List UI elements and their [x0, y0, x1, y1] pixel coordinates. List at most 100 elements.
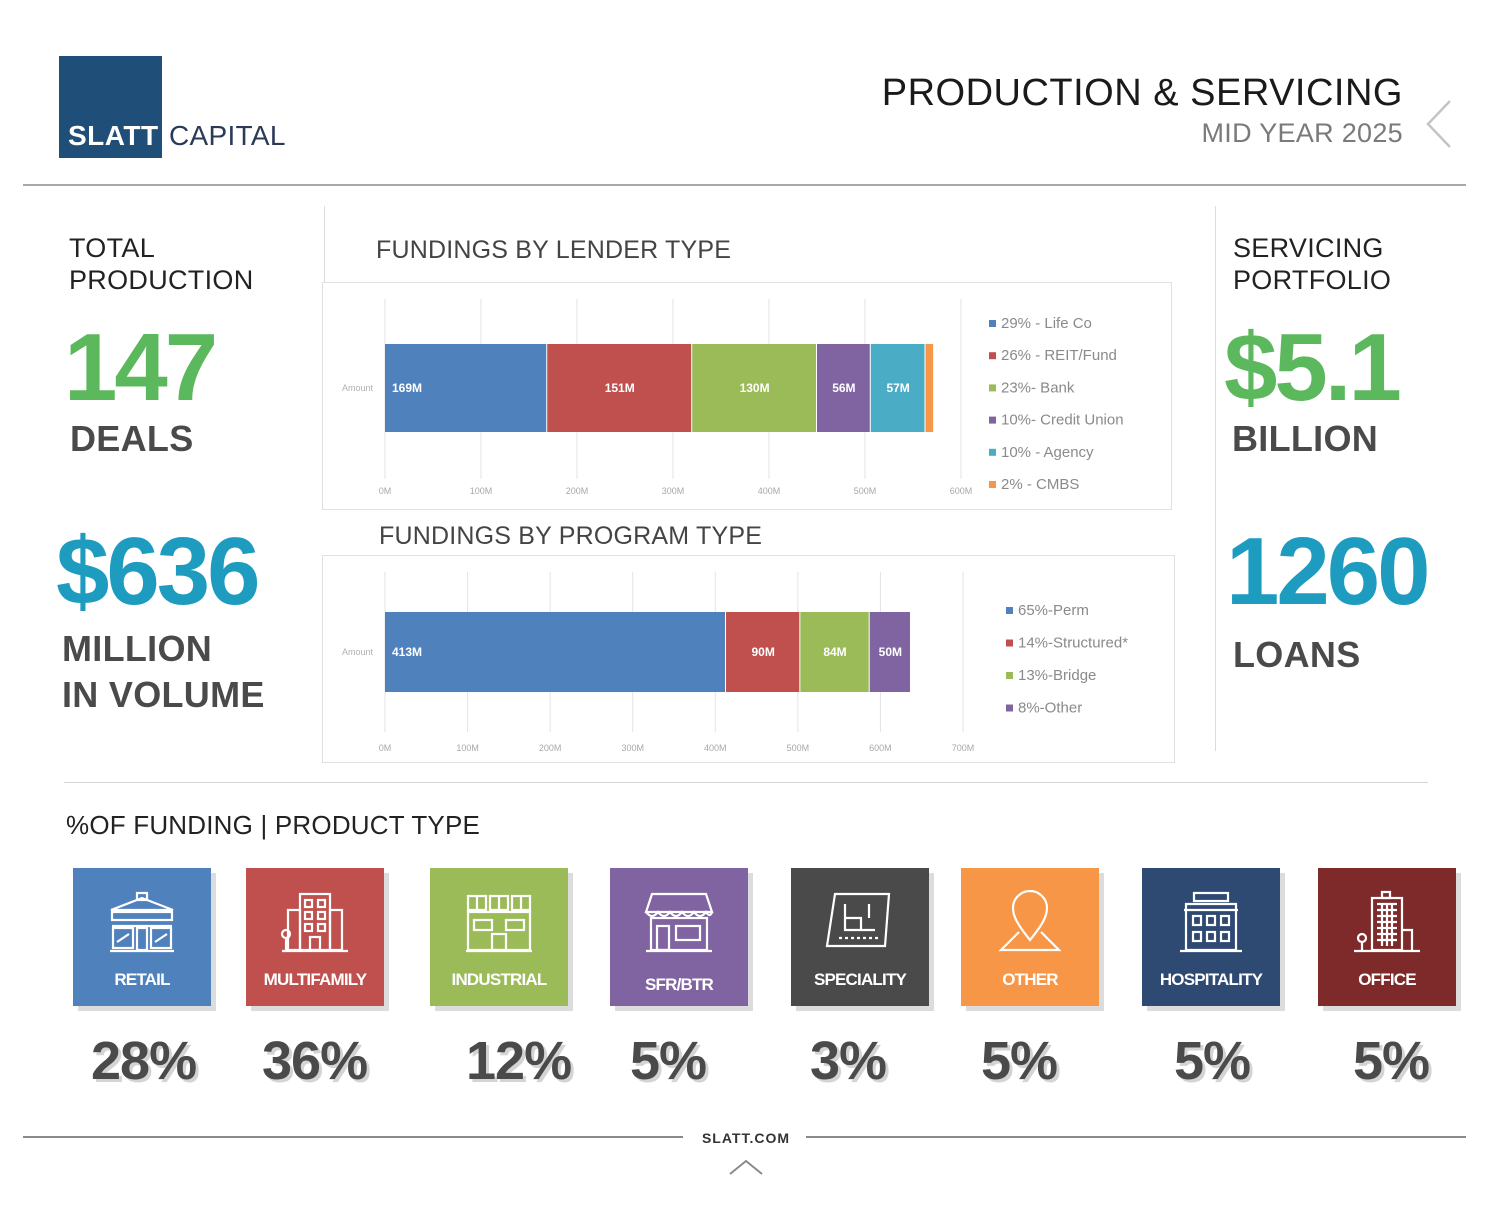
- program-tick-label: 0M: [379, 743, 392, 753]
- lender-legend-label: 23%- Bank: [1001, 379, 1075, 396]
- lender-legend-swatch: [989, 448, 996, 456]
- chevron-up-icon[interactable]: [727, 1157, 765, 1177]
- volume-unit-line1: MILLION: [62, 628, 213, 669]
- program-data-label: 50M: [879, 645, 902, 659]
- lender-legend-label: 26% - REIT/Fund: [1001, 347, 1117, 364]
- program-data-label: 84M: [823, 645, 846, 659]
- program-data-label: 90M: [752, 645, 775, 659]
- footer-url-link[interactable]: SLATT.COM: [701, 1130, 791, 1146]
- shop-awning-icon: [644, 892, 714, 953]
- lender-data-label: 169M: [392, 381, 422, 395]
- total-production-label-line1: TOTAL: [69, 233, 156, 263]
- storefront-icon: [110, 891, 174, 953]
- lender-tick-label: 100M: [470, 486, 493, 496]
- program-bar-segment: [726, 612, 800, 692]
- footer-rule-left: [23, 1136, 683, 1138]
- lender-tick-label: 0M: [379, 486, 392, 496]
- lender-tick-label: 500M: [854, 486, 877, 496]
- lender-tick-label: 600M: [950, 486, 973, 496]
- program-bar-segment: [385, 612, 726, 692]
- lender-legend-label: 10%- Credit Union: [1001, 412, 1124, 429]
- lender-legend-label: 2% - CMBS: [1001, 476, 1079, 493]
- tile-label-retail: RETAIL: [114, 970, 170, 989]
- tile-label-hospitality: HOSPITALITY: [1159, 970, 1263, 989]
- header-divider: [23, 184, 1466, 186]
- logo-box: [59, 56, 162, 158]
- page-title: PRODUCTION & SERVICING: [881, 72, 1403, 114]
- percent-other: 5%: [981, 1031, 1058, 1091]
- program-category-label: Amount: [342, 647, 374, 657]
- chart-title-program: FUNDINGS BY PROGRAM TYPE: [379, 522, 763, 550]
- percent-speciality: 3%: [810, 1031, 887, 1091]
- volume-unit-line2: IN VOLUME: [62, 674, 265, 715]
- program-legend-label: 13%-Bridge: [1018, 667, 1096, 684]
- program-legend-swatch: [1006, 672, 1013, 679]
- map-pin-icon: [998, 890, 1062, 952]
- lender-legend-label: 10% - Agency: [1001, 444, 1094, 461]
- loans-count: 1260: [1226, 518, 1431, 625]
- chart-frame-program: 0M 100M 200M 300M 400M 500M 600M 700M Amount 413M…: [322, 555, 1175, 763]
- office-tower-icon: [1354, 890, 1420, 953]
- warehouse-icon: [466, 894, 532, 953]
- lender-tick-label: 400M: [758, 486, 781, 496]
- lender-category-label: Amount: [342, 383, 374, 393]
- lender-legend-label: 29% - Life Co: [1001, 315, 1092, 332]
- lender-legend-swatch: [989, 384, 996, 392]
- tile-label-speciality: SPECIALITY: [813, 970, 907, 989]
- lender-tick-label: 200M: [566, 486, 589, 496]
- chart-title-lender: FUNDINGS BY LENDER TYPE: [376, 236, 732, 264]
- lender-bar-segment: [385, 344, 547, 432]
- program-legend-label: 14%-Structured*: [1018, 635, 1128, 652]
- tile-industrial: INDUSTRIAL: [430, 868, 568, 1006]
- right-column-divider: [1215, 206, 1216, 751]
- program-tick-label: 200M: [539, 743, 562, 753]
- percent-retail: 28%: [91, 1031, 197, 1091]
- lender-tick-label: 300M: [662, 486, 685, 496]
- program-tick-label: 100M: [456, 743, 479, 753]
- lender-bar-segment: [817, 344, 870, 432]
- lender-bar-segment: [692, 344, 816, 432]
- program-data-label: 413M: [392, 645, 422, 659]
- lender-data-label: 130M: [740, 381, 770, 395]
- loans-unit: LOANS: [1233, 634, 1361, 675]
- program-legend-label: 8%-Other: [1018, 700, 1082, 717]
- lender-bar-segment: [547, 344, 692, 432]
- tile-label-industrial: INDUSTRIAL: [451, 970, 548, 989]
- chart-frame-lender: 0M 100M 200M 300M 400M 500M 600M Amount 169M 151M…: [322, 282, 1172, 510]
- total-production-label-line2: PRODUCTION: [69, 265, 254, 295]
- lender-data-label: 151M: [605, 381, 635, 395]
- footer-rule-right: [806, 1136, 1466, 1138]
- lender-bar-segment: [870, 344, 925, 432]
- chevron-left-icon[interactable]: [1424, 98, 1454, 150]
- program-legend-swatch: [1006, 607, 1013, 614]
- lender-data-label: 56M: [832, 381, 855, 395]
- lender-bar-segment: [925, 344, 934, 432]
- deals-count: 147: [64, 314, 218, 421]
- servicing-label-line2: PORTFOLIO: [1233, 265, 1392, 295]
- logo-text-slatt: SLATT: [68, 120, 159, 151]
- deals-unit: DEALS: [70, 418, 194, 459]
- percent-office: 5%: [1353, 1031, 1430, 1091]
- tile-multifamily: MULTIFAMILY: [246, 868, 384, 1006]
- percent-industrial: 12%: [466, 1031, 572, 1091]
- program-tick-label: 600M: [869, 743, 892, 753]
- percent-hospitality: 5%: [1174, 1031, 1251, 1091]
- lender-legend-swatch: [989, 352, 996, 360]
- program-tick-label: 500M: [787, 743, 810, 753]
- page-subtitle: MID YEAR 2025: [1201, 118, 1403, 148]
- tile-other: OTHER: [961, 868, 1099, 1006]
- tile-label-sfr-btr: SFR/BTR: [644, 975, 714, 994]
- program-type-chart: 0M 100M 200M 300M 400M 500M 600M 700M Amount 413M…: [342, 572, 1128, 753]
- lender-type-chart: 0M 100M 200M 300M 400M 500M 600M Amount 169M 151M…: [342, 299, 1124, 496]
- hotel-icon: [1180, 891, 1242, 953]
- servicing-label: SERVICING PORTFOLIO: [1233, 232, 1391, 296]
- percent-sfr-btr: 5%: [630, 1031, 707, 1091]
- lender-data-label: 57M: [886, 381, 909, 395]
- tile-label-multifamily: MULTIFAMILY: [263, 970, 367, 989]
- total-production-label: TOTAL PRODUCTION: [69, 232, 254, 296]
- tile-speciality: SPECIALITY: [791, 868, 929, 1006]
- lender-legend-swatch: [989, 416, 996, 424]
- program-legend-label: 65%-Perm: [1018, 602, 1089, 619]
- program-tick-label: 300M: [621, 743, 644, 753]
- section-divider: [64, 782, 1428, 783]
